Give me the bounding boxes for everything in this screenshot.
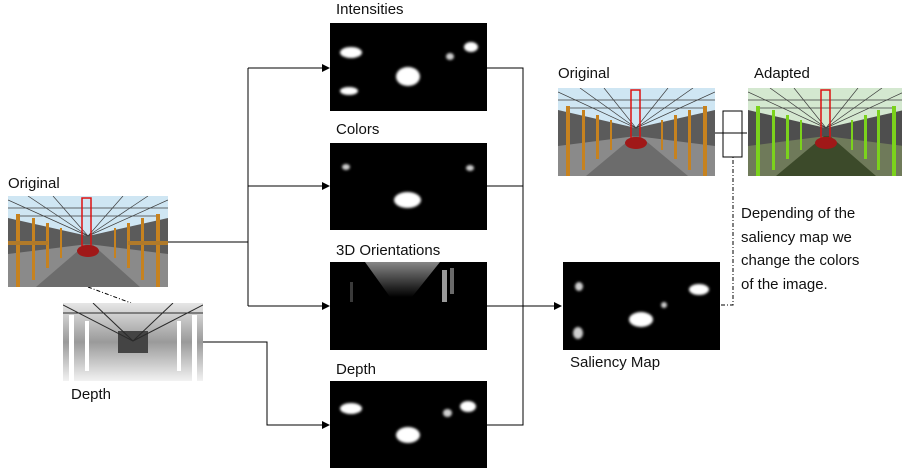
depth-input-image — [63, 303, 203, 381]
saliency-label: Saliency Map — [570, 354, 661, 371]
adaptation-note: Depending of the saliency map we change … — [741, 202, 859, 296]
colors-label: Colors — [336, 121, 380, 138]
depth-to-depthmap-arrow — [203, 341, 330, 429]
original-depth-dashed-line — [87, 286, 132, 304]
depthmap-out-line — [487, 305, 524, 426]
orientations-label: 3D Orientations — [336, 242, 441, 259]
depth-input-label: Depth — [71, 386, 112, 403]
note-line: change the colors — [741, 252, 860, 269]
adapted-image — [748, 88, 902, 176]
saliency-map-image — [563, 262, 720, 350]
depthmap-label: Depth — [336, 361, 377, 378]
saliency-to-adapt-dashed-line — [721, 157, 734, 306]
original-scene-image — [8, 196, 168, 287]
note-line: Depending of the — [741, 205, 856, 222]
adaptation-box — [722, 110, 743, 158]
note-line: of the image. — [741, 275, 828, 293]
intensities-map — [330, 23, 487, 111]
intensities-out-line — [487, 67, 524, 305]
original-label: Original — [8, 175, 60, 192]
original-right-label: Original — [558, 65, 610, 82]
orientations-map — [330, 262, 487, 350]
depth-feature-map — [330, 381, 487, 468]
intensities-label: Intensities — [336, 1, 404, 18]
colors-map — [330, 143, 487, 230]
original-right-image — [558, 88, 715, 176]
note-line: saliency map we — [741, 228, 852, 246]
adapted-label: Adapted — [754, 65, 810, 82]
